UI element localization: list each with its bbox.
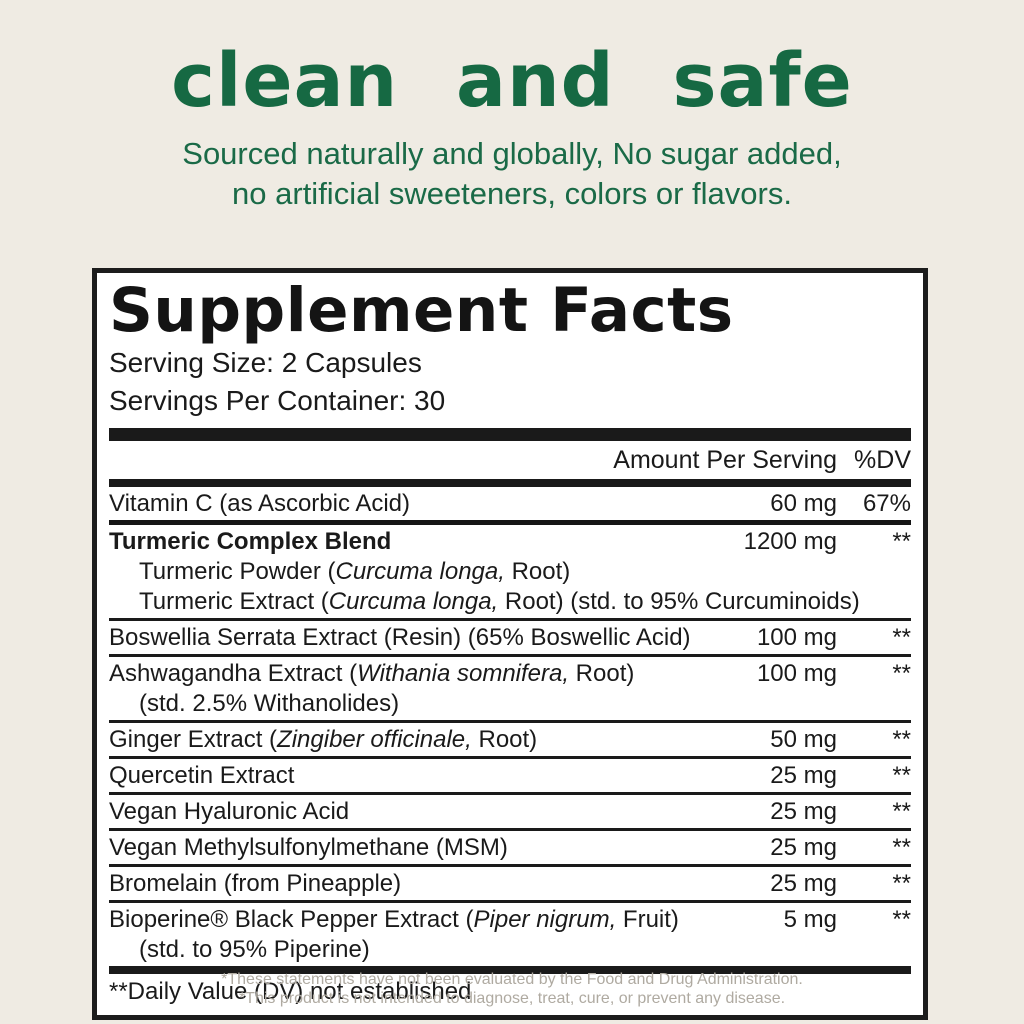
ingredient-amount: 100 mg — [756, 660, 837, 688]
ingredient-name: Quercetin Extract — [109, 762, 295, 790]
supplement-facts-panel: Supplement Facts Serving Size: 2 Capsule… — [92, 268, 928, 1021]
ingredient-amount: 25 mg — [770, 834, 837, 862]
ingredient-name: Ginger Extract (Zingiber officinale, Roo… — [109, 726, 538, 754]
ingredient-dv: 67% — [862, 490, 911, 518]
hero-title-text: clean and safe — [171, 38, 853, 124]
thick-divider-bottom — [109, 966, 911, 975]
hero-subtitle-line1: Sourced naturally and globally, No sugar… — [182, 136, 842, 171]
ingredient-dv: ** — [892, 798, 911, 826]
ingredient-dv: ** — [892, 624, 911, 652]
daily-value-footnote: **Daily Value (DV) not established — [109, 978, 472, 1006]
servings-per-container: Servings Per Container: 30 — [109, 385, 446, 417]
table-row: Ginger Extract (Zingiber officinale, Roo… — [109, 723, 911, 760]
table-row: Turmeric Complex Blend 1200 mg ** Turmer… — [109, 525, 911, 622]
ingredient-amount: 25 mg — [770, 870, 837, 898]
table-row: Ashwagandha Extract (Withania somnifera,… — [109, 657, 911, 724]
ingredient-dv: ** — [892, 528, 911, 556]
ingredient-amount: 5 mg — [783, 906, 837, 934]
table-row: Bromelain (from Pineapple) 25 mg ** — [109, 867, 911, 904]
column-header-amount: Amount Per Serving — [613, 446, 837, 475]
table-row: Vegan Methylsulfonylmethane (MSM) 25 mg … — [109, 831, 911, 868]
ingredient-dv: ** — [892, 870, 911, 898]
column-header-row: Amount Per Serving %DV — [109, 441, 911, 479]
table-row: Vitamin C (as Ascorbic Acid) 60 mg 67% — [109, 487, 911, 526]
thick-divider-top — [109, 428, 911, 442]
fda-disclaimer: *These statements have not been evaluate… — [0, 970, 1024, 1008]
ingredient-amount: 100 mg — [756, 624, 837, 652]
ingredient-name: Vitamin C (as Ascorbic Acid) — [109, 490, 410, 518]
hero-section: clean and safe Sourced naturally and glo… — [0, 0, 1024, 214]
ingredient-subline: Turmeric Extract (Curcuma longa, Root) (… — [139, 588, 860, 616]
ingredient-name: Ashwagandha Extract (Withania somnifera,… — [109, 660, 635, 688]
ingredient-amount: 50 mg — [770, 726, 837, 754]
ingredient-name: Vegan Methylsulfonylmethane (MSM) — [109, 834, 508, 862]
ingredient-dv: ** — [892, 726, 911, 754]
ingredient-subline: Turmeric Powder (Curcuma longa, Root) — [139, 558, 571, 586]
ingredient-dv: ** — [892, 762, 911, 790]
table-row: Vegan Hyaluronic Acid 25 mg ** — [109, 795, 911, 832]
hero-title: clean and safe — [0, 44, 1024, 118]
fda-disclaimer-line2: *This product is not intended to diagnos… — [238, 990, 786, 1007]
hero-subtitle: Sourced naturally and globally, No sugar… — [0, 134, 1024, 214]
ingredient-name: Boswellia Serrata Extract (Resin) (65% B… — [109, 624, 691, 652]
ingredient-name: Bromelain (from Pineapple) — [109, 870, 402, 898]
table-row: Boswellia Serrata Extract (Resin) (65% B… — [109, 621, 911, 658]
ingredient-amount: 1200 mg — [743, 528, 837, 556]
ingredient-subline: (std. 2.5% Withanolides) — [139, 690, 400, 718]
fda-disclaimer-line1: *These statements have not been evaluate… — [221, 971, 803, 988]
ingredient-amount: 25 mg — [770, 762, 837, 790]
panel-title: Supplement Facts — [109, 275, 734, 346]
table-row: Bioperine® Black Pepper Extract (Piper n… — [109, 903, 911, 966]
ingredient-amount: 60 mg — [770, 490, 837, 518]
serving-size: Serving Size: 2 Capsules — [109, 347, 422, 379]
table-row: Quercetin Extract 25 mg ** — [109, 759, 911, 796]
divider-under-header — [109, 479, 911, 488]
ingredient-dv: ** — [892, 660, 911, 688]
ingredient-name: Bioperine® Black Pepper Extract (Piper n… — [109, 906, 679, 934]
ingredient-subline: (std. to 95% Piperine) — [139, 936, 370, 964]
column-header-dv: %DV — [854, 446, 911, 475]
hero-subtitle-line2: no artificial sweeteners, colors or flav… — [232, 176, 792, 211]
ingredient-name: Vegan Hyaluronic Acid — [109, 798, 350, 826]
ingredient-dv: ** — [892, 834, 911, 862]
ingredient-name: Turmeric Complex Blend — [109, 528, 392, 556]
ingredient-amount: 25 mg — [770, 798, 837, 826]
ingredient-dv: ** — [892, 906, 911, 934]
